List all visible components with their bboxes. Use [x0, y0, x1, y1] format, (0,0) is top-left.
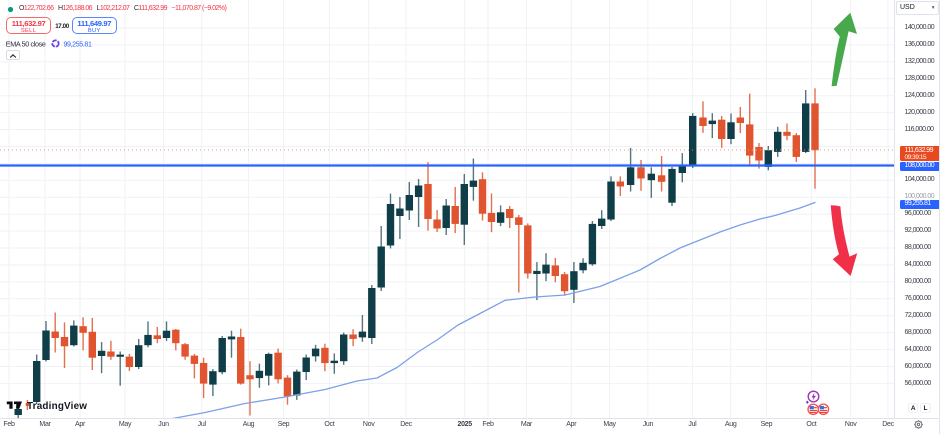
svg-text:TradingView: TradingView: [27, 401, 87, 412]
